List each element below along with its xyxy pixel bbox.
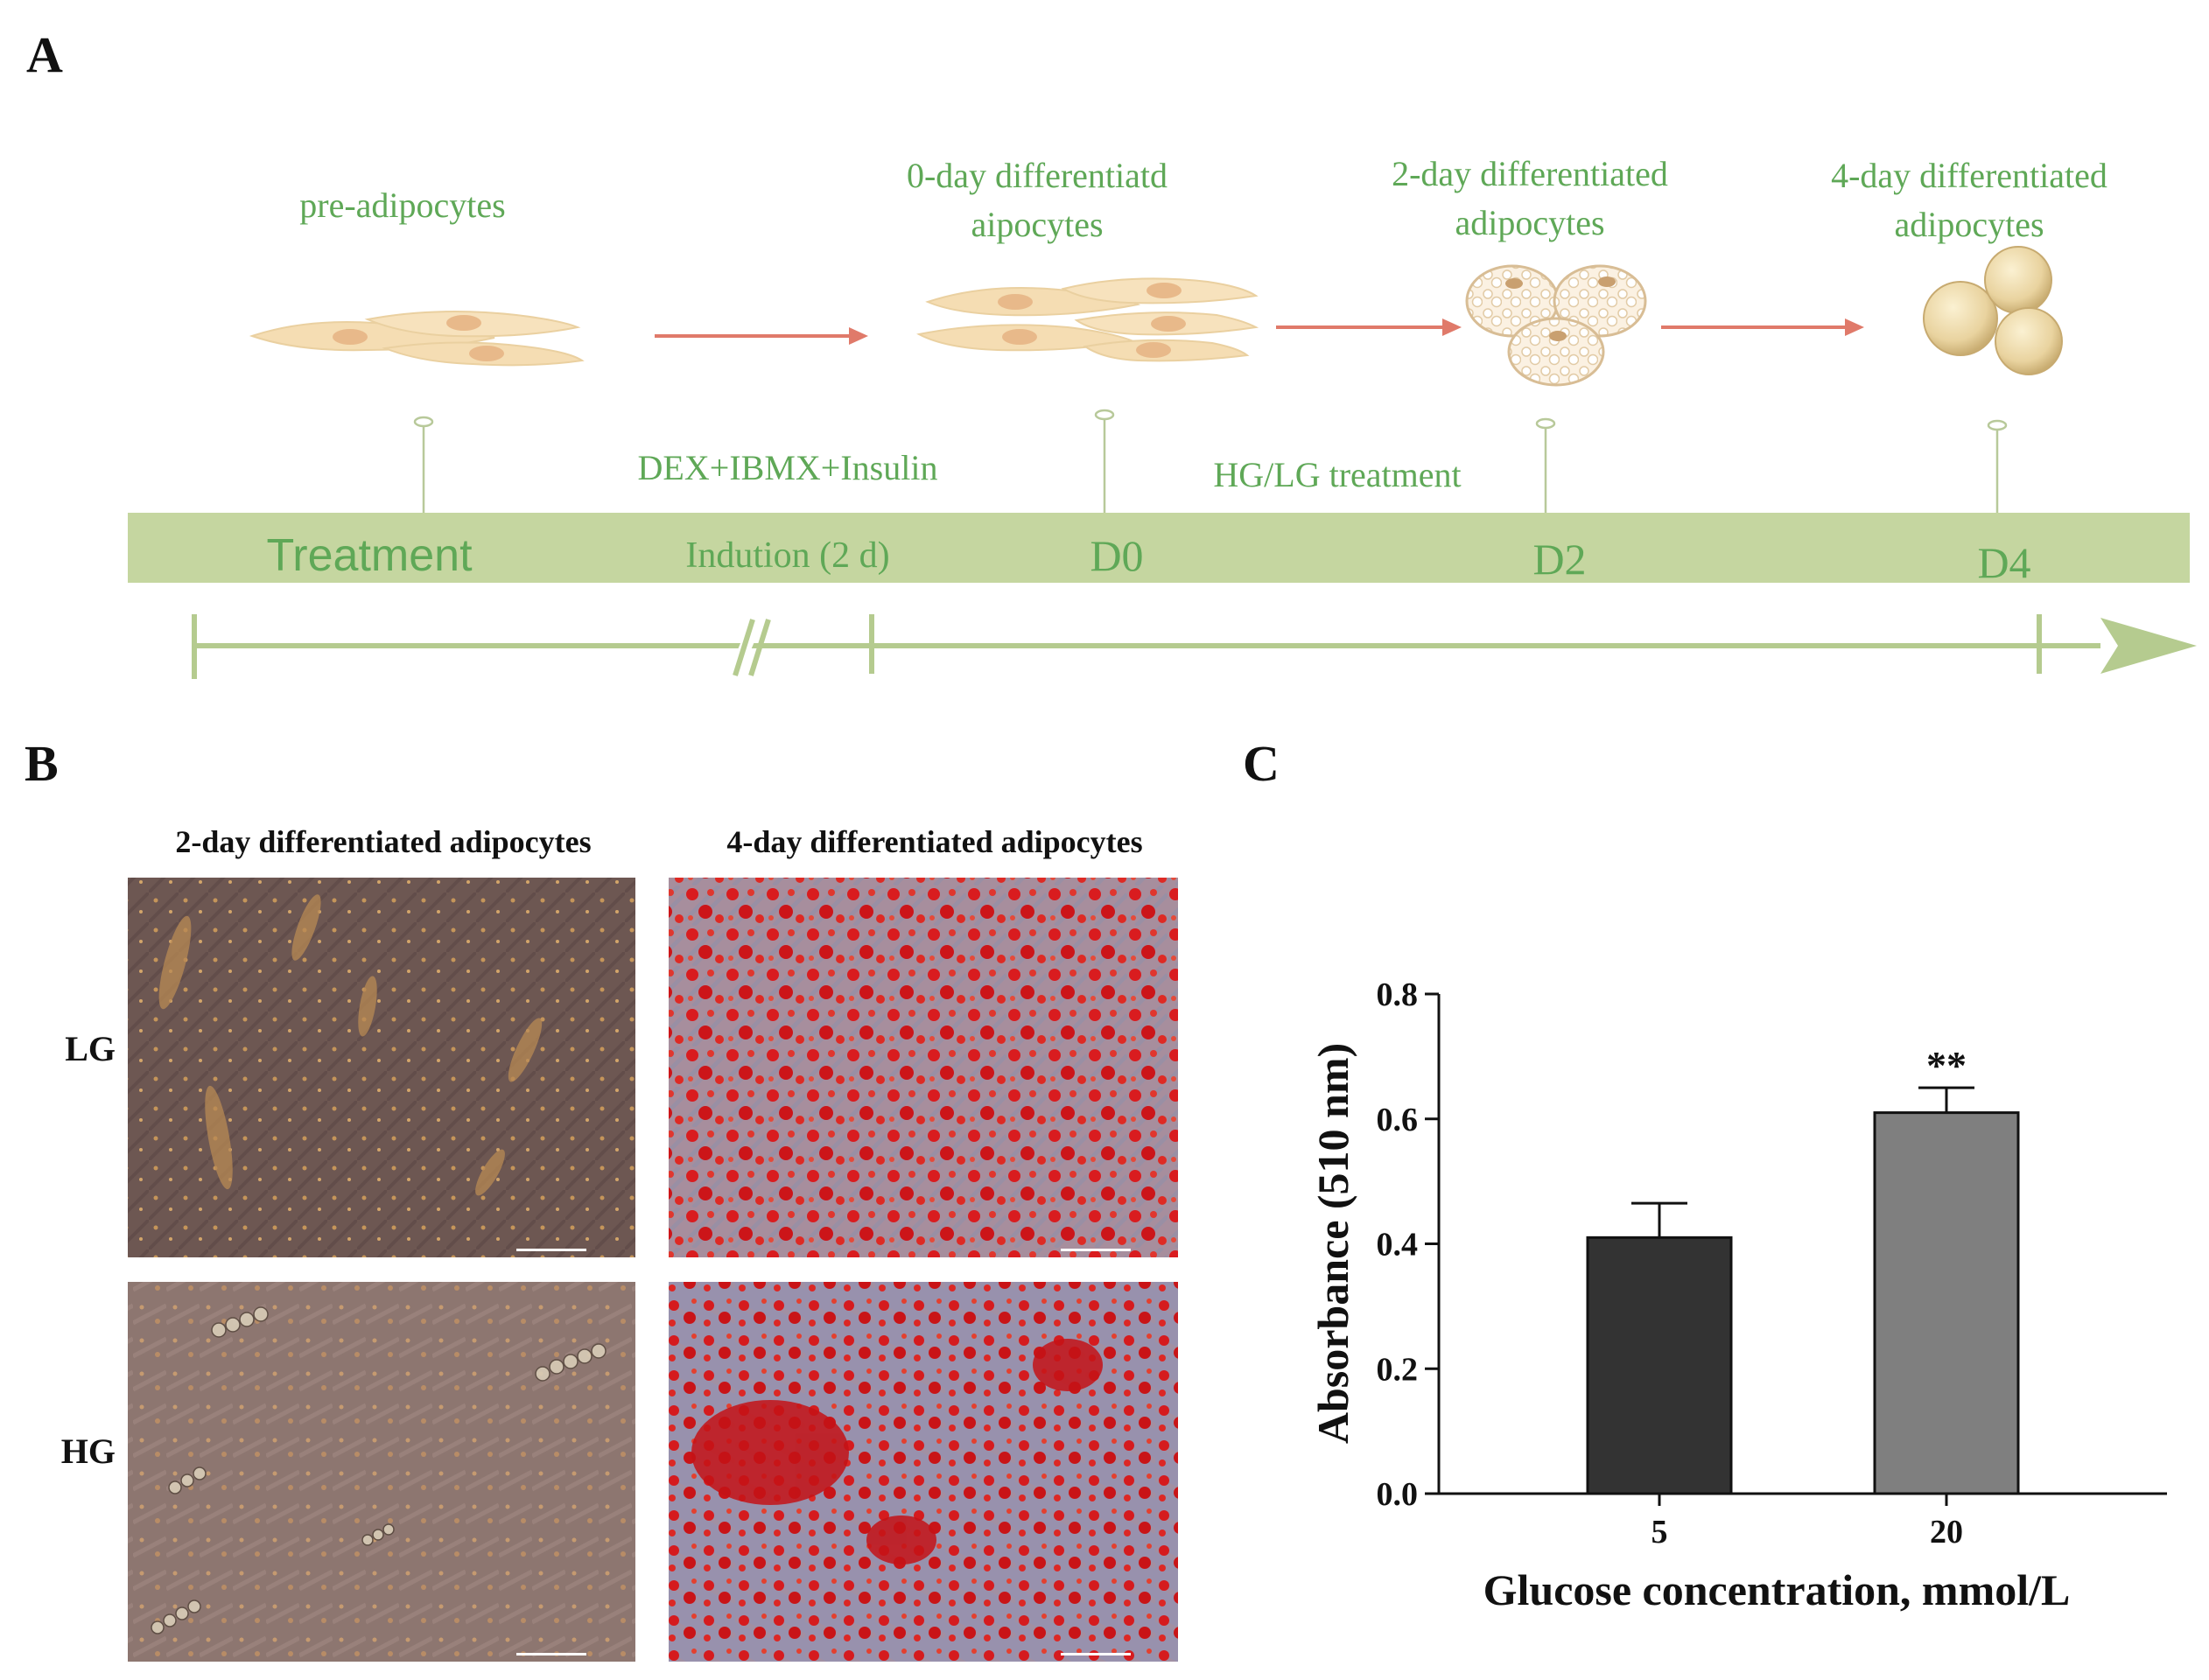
panel-label-b: B [25,735,59,792]
y-tick-label: 0.8 [1377,976,1419,1013]
column-title-2day: 2-day differentiated adipocytes [175,824,591,859]
arrow-pre-to-d0 [655,327,868,345]
induction-treatment-label: DEX+IBMX+Insulin [638,448,938,487]
stage-label-d4-line1: 4-day differentiated [1831,156,2107,195]
x-tick-label: 5 [1651,1514,1668,1550]
bar-5 [1586,1236,1733,1495]
micrograph-lg-4day [669,878,1178,1257]
y-axis-label: Absorbance (510 nm) [1308,1043,1357,1444]
stage-label-d2-line2: adipocytes [1455,203,1604,242]
bar-20 [1873,1111,2020,1495]
y-tick-label: 0.6 [1377,1102,1419,1138]
d0-adipocyte-cells-illustration [916,277,1259,362]
micrograph-hg-4day [669,1282,1178,1662]
bar-label-treatment: Treatment [266,530,473,581]
row-label-hg: HG [61,1432,116,1471]
column-title-4day: 4-day differentiated adipocytes [726,824,1142,859]
time-axis [192,614,2197,679]
bar-label-d4: D4 [1977,538,2030,587]
stage-label-d0-line2: aipocytes [971,205,1103,244]
stage-label-d0-line1: 0-day differentiatd [907,156,1168,195]
absorbance-bar-chart: 0.0 0.2 0.4 0.6 0.8 5 20 ** Glucose concentratio… [1308,976,2167,1614]
row-label-lg: LG [65,1029,116,1068]
stage-label-pre: pre-adipocytes [299,186,505,225]
significance-marker: ** [1926,1043,1967,1088]
panel-label-a: A [26,26,63,83]
x-axis-label: Glucose concentration, mmol/L [1483,1565,2071,1614]
micrograph-hg-2day [128,1282,635,1662]
bar-label-indution: Indution (2 d) [685,536,889,576]
y-tick-label: 0.4 [1377,1227,1419,1264]
panel-label-c: C [1243,735,1280,792]
timeline-panel: pre-adipocytes 0-day differentiatd aipoc… [128,154,2197,679]
hg-lg-treatment-label: HG/LG treatment [1213,455,1461,494]
pre-adipocyte-cells-illustration [249,311,585,367]
y-tick-label: 0.2 [1377,1351,1419,1388]
micrograph-lg-2day [128,878,635,1257]
d4-adipocyte-cells-illustration [1923,246,2063,375]
stage-label-d4-line2: adipocytes [1894,205,2044,244]
arrow-d0-to-d2 [1276,318,1462,336]
x-tick-label: 20 [1930,1514,1963,1550]
micrograph-panel: 2-day differentiated adipocytes 4-day di… [61,824,1178,1662]
bar-label-d0: D0 [1090,531,1143,580]
stage-connector-pins [413,409,2008,513]
y-tick-label: 0.0 [1377,1476,1419,1513]
bar-label-d2: D2 [1532,535,1586,584]
stage-label-d2-line1: 2-day differentiated [1392,154,1668,193]
arrow-d2-to-d4 [1661,318,1864,336]
timeline-bar [128,513,2190,583]
d2-adipocyte-cells-illustration [1465,264,1647,387]
